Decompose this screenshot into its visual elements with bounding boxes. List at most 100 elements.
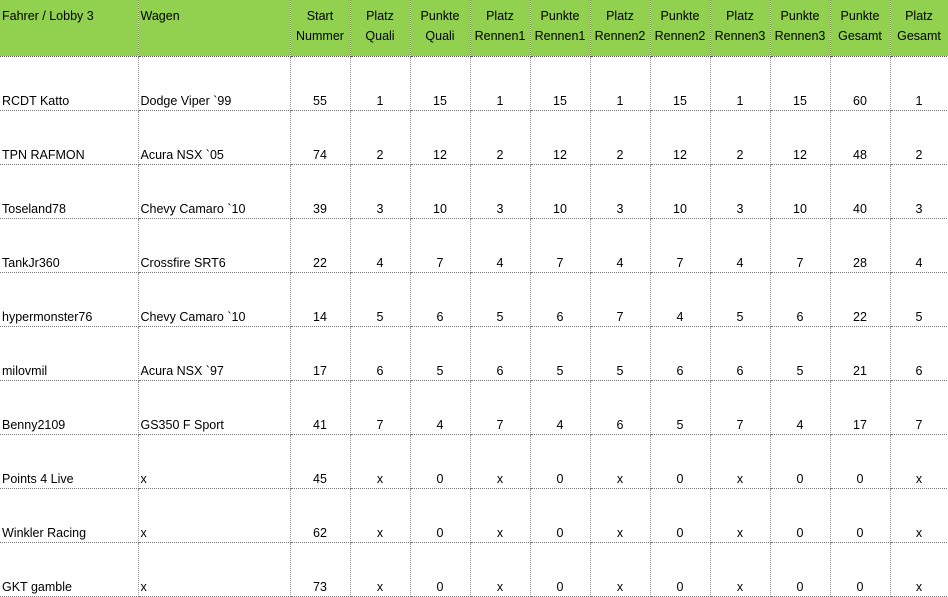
table-cell: 3	[350, 164, 411, 219]
table-cell: 41	[290, 380, 351, 435]
table-cell: x	[470, 542, 531, 597]
header-text: Platz	[366, 9, 394, 23]
table-cell: 6	[470, 326, 531, 381]
table-cell: 2	[470, 110, 531, 165]
table-cell: x	[590, 542, 651, 597]
header-text: Rennen2	[654, 29, 706, 43]
table-cell: 4	[710, 218, 771, 273]
table-cell: 4	[350, 218, 411, 273]
table-cell: 0	[770, 488, 831, 543]
table-cell: 4	[650, 272, 711, 327]
header-text: Punkte	[660, 9, 700, 23]
table-cell: 0	[770, 434, 831, 489]
table-cell: x	[710, 542, 771, 597]
header-cell: Punkte Gesamt	[830, 0, 891, 57]
table-body: RCDT Katto Dodge Viper `99 55 1 15 1 15 1 15 1 15 6…	[0, 56, 948, 597]
table-cell: 1	[470, 56, 531, 111]
header-cell: Platz Rennen3	[710, 0, 771, 57]
table-cell: 2	[350, 110, 411, 165]
table-cell: 21	[830, 326, 891, 381]
table-cell: Acura NSX `97	[138, 326, 291, 381]
table-cell: 62	[290, 488, 351, 543]
table-cell: 45	[290, 434, 351, 489]
table-cell: 10	[650, 164, 711, 219]
table-cell: 7	[470, 380, 531, 435]
table-cell: Chevy Camaro `10	[138, 164, 291, 219]
table-row: TPN RAFMON Acura NSX `05 74 2 12 2 12 2 12 2 12 48 2	[0, 110, 948, 165]
table-cell: 12	[650, 110, 711, 165]
header-text: Rennen3	[714, 29, 766, 43]
table-cell: 39	[290, 164, 351, 219]
table-cell: 2	[890, 110, 948, 165]
header-text: Fahrer / Lobby 3	[2, 9, 94, 23]
table-cell: Benny2109	[0, 380, 139, 435]
table-cell: 73	[290, 542, 351, 597]
table-cell: 5	[710, 272, 771, 327]
table-cell: x	[710, 488, 771, 543]
table-cell: 5	[470, 272, 531, 327]
table-cell: 4	[410, 380, 471, 435]
table-cell: x	[138, 488, 291, 543]
table-cell: 0	[530, 488, 591, 543]
table-cell: 6	[410, 272, 471, 327]
table-cell: x	[138, 434, 291, 489]
table-cell: Chevy Camaro `10	[138, 272, 291, 327]
header-cell: Platz Rennen1	[470, 0, 531, 57]
header-text: Rennen1	[474, 29, 526, 43]
table-cell: 7	[530, 218, 591, 273]
table-row: Toseland78 Chevy Camaro `10 39 3 10 3 10 3 10 3 10…	[0, 164, 948, 219]
header-text: Punkte	[420, 9, 460, 23]
header-cell: Fahrer / Lobby 3	[0, 0, 139, 57]
table-cell: 3	[470, 164, 531, 219]
table-cell: 4	[590, 218, 651, 273]
table-cell: 4	[770, 380, 831, 435]
header-cell: Start Nummer	[290, 0, 351, 57]
table-cell: 0	[650, 434, 711, 489]
table-cell: 3	[710, 164, 771, 219]
table-cell: 5	[590, 326, 651, 381]
header-cell: Punkte Rennen1	[530, 0, 591, 57]
table-cell: 1	[890, 56, 948, 111]
table-cell: x	[350, 488, 411, 543]
table-cell: 6	[710, 326, 771, 381]
table-cell: 7	[710, 380, 771, 435]
header-cell: Punkte Rennen3	[770, 0, 831, 57]
table-cell: 5	[890, 272, 948, 327]
table-cell: 3	[890, 164, 948, 219]
header-text: Gesamt	[897, 29, 941, 43]
table-cell: 10	[410, 164, 471, 219]
table-cell: 6	[530, 272, 591, 327]
table-cell: GKT gamble	[0, 542, 139, 597]
table-cell: 0	[650, 542, 711, 597]
table-cell: 5	[410, 326, 471, 381]
header-text: Punkte	[540, 9, 580, 23]
header-cell: Platz Quali	[350, 0, 411, 57]
table-cell: x	[470, 488, 531, 543]
table-row: Points 4 Live x 45 x 0 x 0 x 0 x 0 0 x	[0, 434, 948, 489]
table-cell: 3	[590, 164, 651, 219]
table-cell: 48	[830, 110, 891, 165]
table-cell: milovmil	[0, 326, 139, 381]
table-cell: 0	[830, 434, 891, 489]
table-cell: 10	[770, 164, 831, 219]
header-text: Nummer	[296, 29, 344, 43]
header-text: Punkte	[780, 9, 820, 23]
header-cell: Punkte Quali	[410, 0, 471, 57]
table-row: TankJr360 Crossfire SRT6 22 4 7 4 7 4 7 4 7 28 4	[0, 218, 948, 273]
header-text: Platz	[905, 9, 933, 23]
header-text: Platz	[606, 9, 634, 23]
table-cell: GS350 F Sport	[138, 380, 291, 435]
table-cell: 5	[770, 326, 831, 381]
table-cell: 22	[830, 272, 891, 327]
table-cell: 6	[590, 380, 651, 435]
header-row: Fahrer / Lobby 3 Wagen Start Nummer Platz Qua…	[0, 0, 948, 57]
table-cell: x	[470, 434, 531, 489]
table-cell: TPN RAFMON	[0, 110, 139, 165]
table-cell: 1	[350, 56, 411, 111]
table-cell: 4	[470, 218, 531, 273]
table-cell: Crossfire SRT6	[138, 218, 291, 273]
table-cell: 15	[650, 56, 711, 111]
table-cell: 55	[290, 56, 351, 111]
header-cell: Wagen	[138, 0, 291, 57]
